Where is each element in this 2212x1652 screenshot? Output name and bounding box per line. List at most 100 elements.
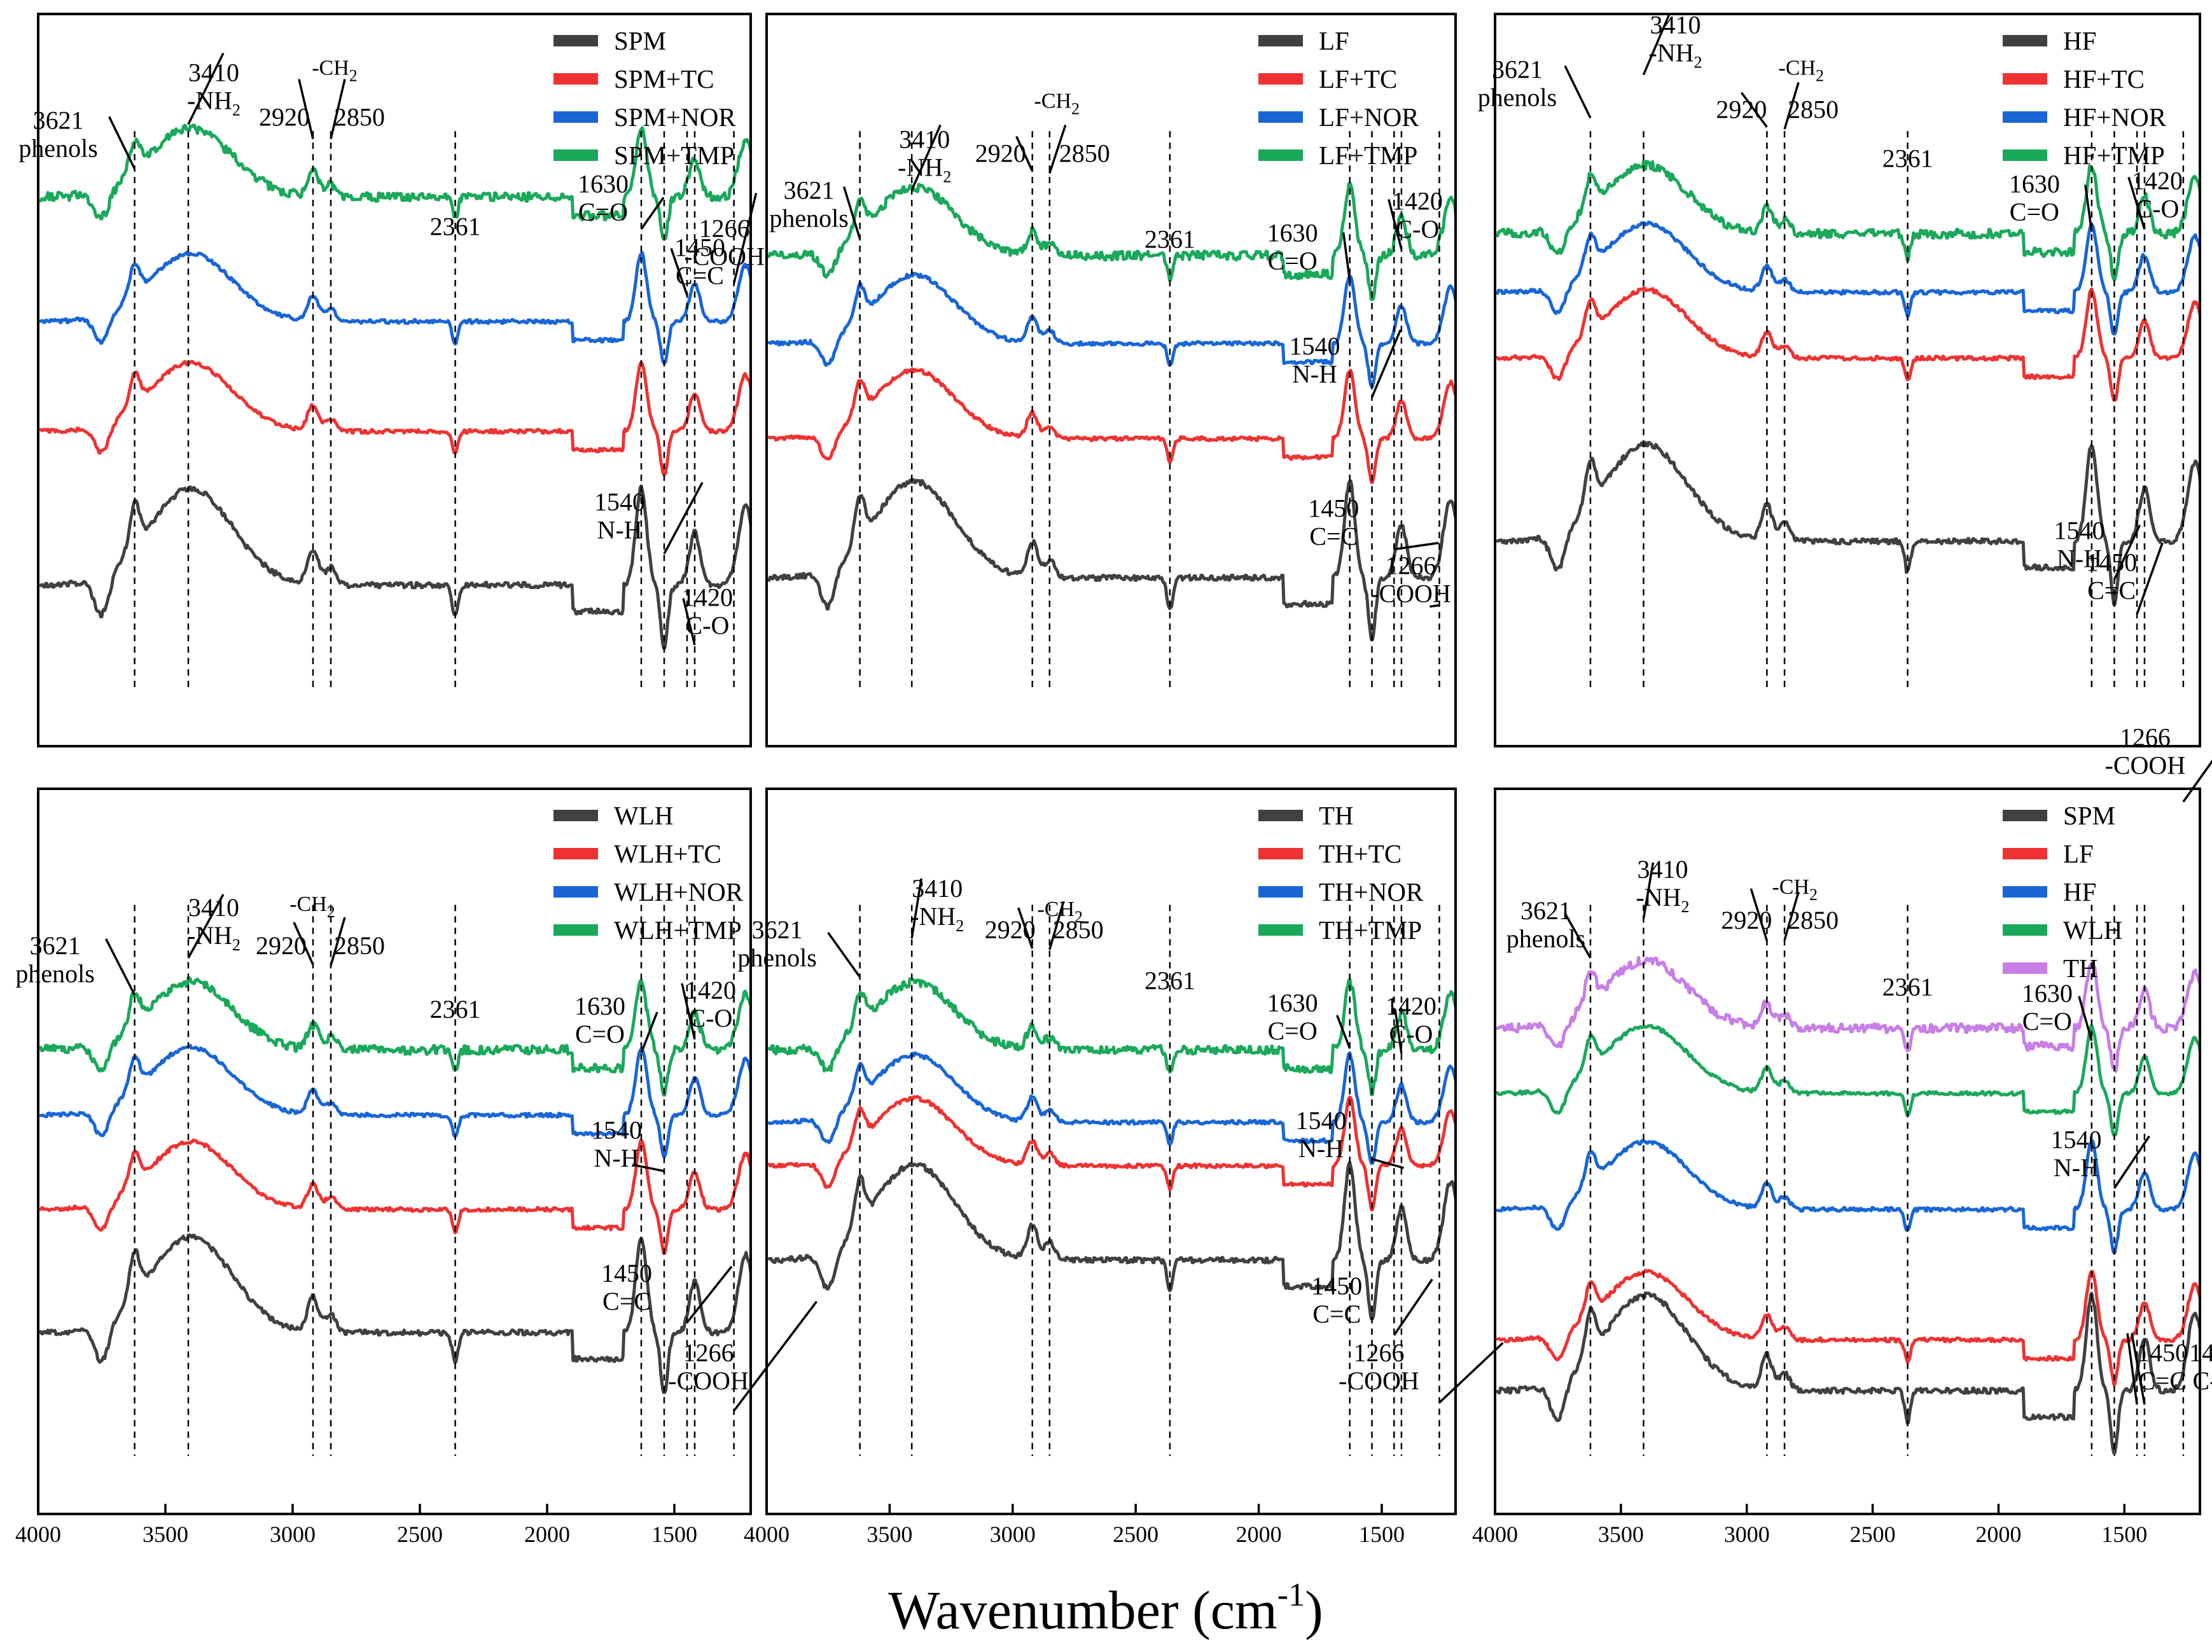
annotation-label: 3621 [784, 176, 835, 205]
annotation-label: N-H [1298, 1134, 1344, 1163]
annotation-label: -CH2 [1772, 875, 1818, 904]
annotation-label: 1266 [2120, 723, 2171, 752]
panel-spm-frame [37, 13, 752, 747]
annotation-label: N-H [594, 1144, 639, 1172]
legend-label: SPM [2063, 801, 2115, 830]
legend-label: HF [2063, 877, 2096, 906]
x-tick-label: 2500 [1113, 1522, 1158, 1547]
annotation-label: 3410 [899, 125, 950, 154]
series-line-wlh [39, 1233, 749, 1394]
x-axis-title-main: Wavenumber (cm [888, 1579, 1277, 1641]
annotation-arrow [827, 931, 861, 978]
annotation-arrow [2136, 542, 2164, 615]
annotation-2361: 2361 [430, 212, 481, 241]
annotation-label: -COOH [2105, 751, 2186, 780]
annotation-label: 1450 [674, 233, 725, 262]
legend-label: LF+NOR [1319, 102, 1419, 132]
series-line-lf [768, 478, 1454, 641]
annotation-label: phenols [1506, 924, 1585, 953]
annotation-label: phenols [15, 959, 94, 988]
annotation-label: C-O [1395, 215, 1439, 244]
x-tick-label: 2000 [524, 1522, 570, 1547]
series-line-spm [39, 484, 749, 650]
annotation-label: N-H [2054, 1153, 2099, 1182]
annotation-label: 1630 [2022, 979, 2073, 1008]
annotation-label: 3410 [1650, 11, 1701, 39]
annotation-2885: -CH2 [1034, 90, 1080, 118]
annotation-arrow [686, 1265, 733, 1324]
annotation-2920: 2920 [256, 922, 314, 966]
annotation-label: 3621 [752, 915, 803, 944]
series-line-wlh-tmp [39, 976, 749, 1097]
annotation-arrow [682, 598, 696, 646]
legend-label: TH [2063, 954, 2098, 983]
annotation-2850: 2850 [1048, 901, 1104, 950]
annotation-3410: 3410-NH2 [1636, 855, 1690, 919]
annotation-arrow [2127, 176, 2146, 230]
annotation-arrow [1394, 541, 1439, 551]
annotation-arrow [1564, 65, 1592, 119]
annotation-label: -NH2 [898, 153, 951, 186]
annotation-arrow [298, 79, 314, 139]
annotation-arrow [1740, 92, 1768, 128]
annotation-2850: 2850 [1783, 891, 1839, 941]
annotation-3410: 3410-NH2 [910, 874, 964, 939]
annotation-label: 1540 [2050, 1125, 2101, 1154]
annotation-label: C=O [1268, 247, 1318, 275]
annotation-arrow [1642, 14, 1671, 76]
annotation-label: -CH2 [1037, 898, 1083, 926]
legend: WLH WLH+TC WLH+NOR WLH+TMP [553, 801, 744, 945]
series-line-hf-nor [1496, 220, 2199, 336]
series-line-th-tc [768, 1095, 1454, 1212]
series-line-hf-tc [1496, 286, 2199, 402]
annotation-label: 2850 [1059, 139, 1110, 168]
annotation-label: 1420 [2189, 1338, 2212, 1367]
annotation-label: phenols [769, 204, 848, 233]
annotation-label: C=C [2138, 1366, 2187, 1395]
legend-label: LF [2063, 839, 2094, 868]
annotation-arrow [2078, 996, 2093, 1041]
annotation-arrow [1783, 81, 1800, 130]
panel-spm-plot [39, 123, 749, 688]
panel-wlh-plot [39, 905, 749, 1456]
annotation-2361: 2361 [1144, 225, 1195, 254]
annotation-2920: 2920 [985, 907, 1036, 949]
annotation-arrow [732, 193, 758, 284]
legend: LF LF+TC LF+NOR LF+TMP [1258, 26, 1419, 170]
annotation-arrow [330, 917, 346, 966]
x-tick-label: 3000 [1724, 1522, 1770, 1547]
annotation-label: 1630 [2009, 170, 2060, 198]
series-line-hf-tmp [1496, 160, 2199, 281]
annotation-arrow [330, 79, 346, 139]
annotation-arrow [2182, 760, 2212, 803]
annotation-arrow [293, 922, 314, 966]
x-tick-label: 3500 [143, 1522, 188, 1547]
annotation-label: 2920 [1716, 95, 1767, 124]
panel-th-frame [765, 788, 1457, 1515]
annotation-label: 2361 [430, 212, 481, 241]
legend-label: WLH [614, 801, 673, 830]
legend-label: WLH+TMP [614, 915, 742, 945]
annotation-label: 2920 [256, 931, 307, 960]
annotation-2850: 2850 [330, 917, 385, 966]
annotation-label: -CH2 [1778, 57, 1824, 85]
annotation-2361: 2361 [430, 995, 481, 1024]
annotation-label: 3410 [1637, 855, 1688, 884]
legend-label: LF+TC [1319, 64, 1397, 94]
series-line-lf-tmp [768, 181, 1454, 302]
annotation-label: 3621 [30, 931, 81, 960]
panel-lf-frame [765, 13, 1457, 747]
legend-label: HF+NOR [2063, 102, 2167, 132]
legend-label: TH+TMP [1319, 915, 1422, 945]
annotation-2920: 2920 [1721, 888, 1772, 941]
